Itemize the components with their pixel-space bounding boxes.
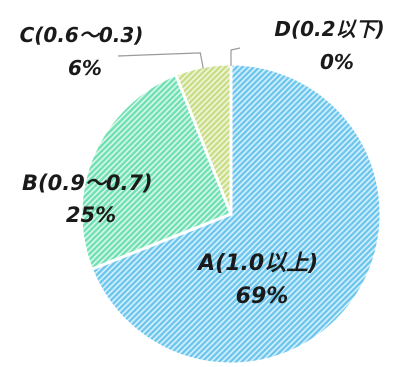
slice-label-a: A(1.0以上) 69% xyxy=(196,251,326,309)
slice-label-a-range: 1.0以上 xyxy=(225,251,309,276)
leader-line-d xyxy=(230,47,241,66)
leader-line-c xyxy=(117,52,204,69)
slice-label-b-range: 0.9〜0.7 xyxy=(48,171,144,195)
slice-label-c: C(0.6〜0.3) 6% xyxy=(20,23,151,80)
slice-label-c-category: C xyxy=(20,23,35,47)
slice-label-d: D(0.2以下) 0% xyxy=(274,17,391,74)
slice-label-b-category: B xyxy=(22,171,38,195)
leader-lines xyxy=(117,47,241,69)
slice-label-c-range: 0.6〜0.3 xyxy=(43,23,134,47)
slice-label-a-value: 69% xyxy=(236,284,289,309)
slice-label-c-value: 6% xyxy=(68,56,102,80)
slice-label-d-value: 0% xyxy=(320,50,354,74)
slice-label-a-category: A xyxy=(196,251,215,276)
pie-slice-a xyxy=(90,62,383,366)
slice-label-b: B(0.9〜0.7) 25% xyxy=(22,171,160,227)
slice-label-d-category: D xyxy=(274,17,291,41)
slice-label-b-value: 25% xyxy=(66,203,116,227)
pie-slices xyxy=(79,62,383,366)
slice-label-d-range: 0.2以下 xyxy=(300,17,379,41)
